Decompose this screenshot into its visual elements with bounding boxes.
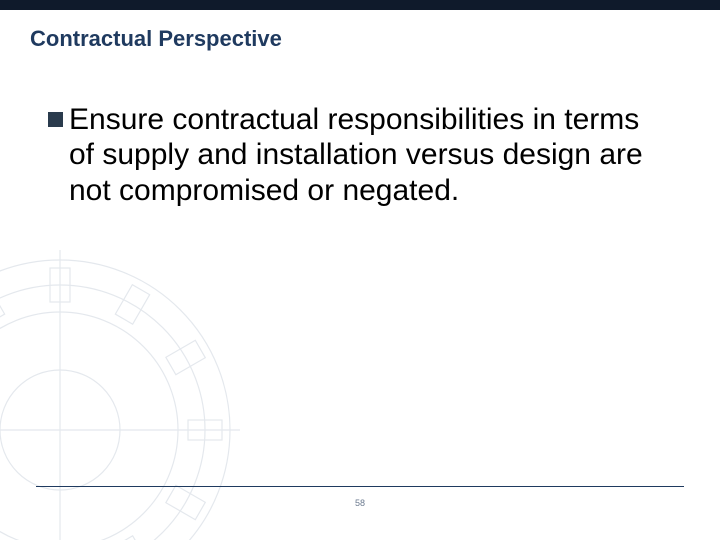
bullet-row: Ensure contractual responsibilities in t… — [48, 102, 670, 208]
flange-icon — [0, 250, 240, 540]
page-title: Contractual Perspective — [30, 26, 282, 52]
slide: Contractual Perspective Ensure contractu… — [0, 0, 720, 540]
page-number: 58 — [0, 498, 720, 508]
background-art — [0, 250, 240, 540]
square-bullet-icon — [48, 112, 63, 127]
top-bar — [0, 0, 720, 10]
bullet-text: Ensure contractual responsibilities in t… — [69, 102, 670, 208]
footer-divider — [36, 486, 684, 487]
